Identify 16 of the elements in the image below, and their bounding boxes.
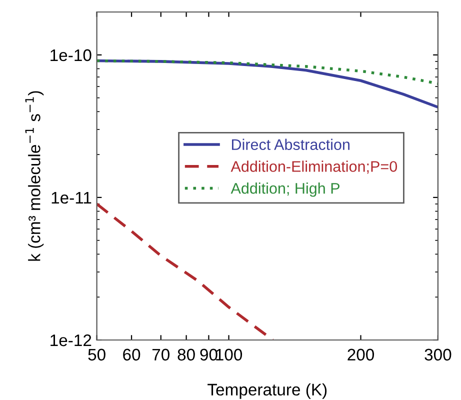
x-tick-label: 60 [123, 348, 140, 361]
x-tick-label: 300 [424, 348, 452, 361]
x-tick-label: 80 [178, 348, 195, 361]
y-tick-label: 1e-11 [52, 192, 92, 204]
x-axis-title: Temperature (K) [208, 383, 327, 399]
y-axis-title: k (cm³ molecule$^{−1}$ s$^{−1}$) [25, 91, 44, 261]
legend-label: Addition-Elimination;P=0 [230, 160, 398, 174]
x-tick-label: 70 [152, 348, 170, 361]
legend-label: Addition; High P [230, 182, 340, 197]
x-tick-label: 200 [348, 348, 374, 361]
legend-label: Direct Abstraction [232, 138, 350, 150]
x-tick-label: 90 [200, 348, 218, 361]
y-tick-label: 1e-10 [50, 49, 92, 62]
x-tick-label: 50 [88, 348, 106, 361]
y-tick-label: 1e-12 [50, 334, 92, 346]
x-tick-label: 100 [216, 348, 242, 361]
